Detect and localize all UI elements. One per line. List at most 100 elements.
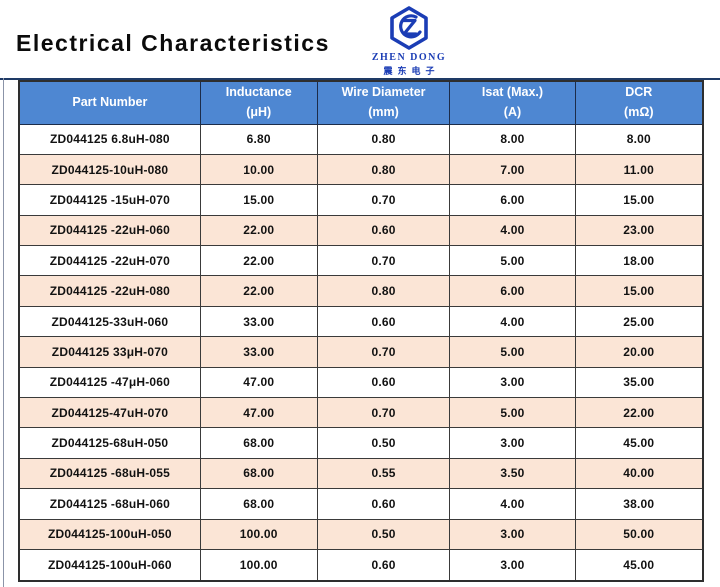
value-cell: 33.00 xyxy=(199,305,318,338)
value-cell: 3.00 xyxy=(449,518,576,550)
part-number-cell: ZD044125-68uH-050 xyxy=(18,427,201,459)
value-cell: 0.60 xyxy=(316,305,451,338)
part-number-cell: ZD044125 33μH-070 xyxy=(18,336,201,368)
value-cell: 4.00 xyxy=(449,488,576,520)
value-cell: 0.60 xyxy=(316,366,451,399)
value-cell: 15.00 xyxy=(199,184,318,216)
value-cell: 0.80 xyxy=(316,153,451,186)
part-number-cell: ZD044125 -68uH-055 xyxy=(18,457,201,490)
column-header-4: DCR (mΩ) xyxy=(574,80,704,125)
table-row: ZD044125-100uH-050 100.00 0.50 3.00 50.00 xyxy=(18,518,704,550)
table-row: ZD044125 -22uH-070 22.00 0.70 5.00 18.00 xyxy=(18,245,704,277)
value-cell: 6.80 xyxy=(199,123,318,155)
value-cell: 3.50 xyxy=(449,457,576,490)
value-cell: 11.00 xyxy=(574,153,704,186)
value-cell: 23.00 xyxy=(574,214,704,247)
value-cell: 22.00 xyxy=(199,275,318,307)
value-cell: 0.70 xyxy=(316,336,451,368)
value-cell: 15.00 xyxy=(574,184,704,216)
value-cell: 0.80 xyxy=(316,123,451,155)
table-row: ZD044125 6.8uH-080 6.80 0.80 8.00 8.00 xyxy=(18,123,704,155)
value-cell: 4.00 xyxy=(449,214,576,247)
value-cell: 0.70 xyxy=(316,245,451,277)
table-row: ZD044125 -68uH-055 68.00 0.55 3.50 40.00 xyxy=(18,457,704,490)
value-cell: 68.00 xyxy=(199,427,318,459)
table-row: ZD044125-100uH-060 100.00 0.60 3.00 45.00 xyxy=(18,548,704,582)
value-cell: 0.60 xyxy=(316,548,451,582)
table-row: ZD044125-47uH-070 47.00 0.70 5.00 22.00 xyxy=(18,397,704,429)
part-number-cell: ZD044125-100uH-050 xyxy=(18,518,201,550)
column-header-2: Wire Diameter (mm) xyxy=(316,80,451,125)
top-horizontal-rule xyxy=(0,78,720,80)
value-cell: 10.00 xyxy=(199,153,318,186)
value-cell: 100.00 xyxy=(199,518,318,550)
value-cell: 15.00 xyxy=(574,275,704,307)
part-number-cell: ZD044125 -22uH-080 xyxy=(18,275,201,307)
value-cell: 68.00 xyxy=(199,457,318,490)
value-cell: 38.00 xyxy=(574,488,704,520)
table-header-row: Part Number Inductance (μH) Wire Diameter (m… xyxy=(18,80,704,125)
value-cell: 3.00 xyxy=(449,427,576,459)
part-number-cell: ZD044125 -22uH-060 xyxy=(18,214,201,247)
table-row: ZD044125 -22uH-080 22.00 0.80 6.00 15.00 xyxy=(18,275,704,307)
table-row: ZD044125 33μH-070 33.00 0.70 5.00 20.00 xyxy=(18,336,704,368)
value-cell: 0.70 xyxy=(316,184,451,216)
brand-logo: ZHEN DONG 震东电子 xyxy=(368,6,450,77)
table-row: ZD044125 -68uH-060 68.00 0.60 4.00 38.00 xyxy=(18,488,704,520)
part-number-cell: ZD044125-100uH-060 xyxy=(18,548,201,582)
part-number-cell: ZD044125 -47μH-060 xyxy=(18,366,201,399)
value-cell: 0.70 xyxy=(316,397,451,429)
value-cell: 7.00 xyxy=(449,153,576,186)
value-cell: 3.00 xyxy=(449,366,576,399)
value-cell: 5.00 xyxy=(449,397,576,429)
brand-name-cn: 震东电子 xyxy=(383,66,440,76)
brand-logo-icon xyxy=(390,6,428,50)
value-cell: 20.00 xyxy=(574,336,704,368)
electrical-characteristics-table: Part Number Inductance (μH) Wire Diameter (m… xyxy=(18,80,704,582)
value-cell: 0.50 xyxy=(316,427,451,459)
value-cell: 3.00 xyxy=(449,548,576,582)
value-cell: 8.00 xyxy=(449,123,576,155)
value-cell: 0.60 xyxy=(316,214,451,247)
part-number-cell: ZD044125 -15uH-070 xyxy=(18,184,201,216)
table-row: ZD044125 -22uH-060 22.00 0.60 4.00 23.00 xyxy=(18,214,704,247)
value-cell: 35.00 xyxy=(574,366,704,399)
value-cell: 6.00 xyxy=(449,275,576,307)
value-cell: 5.00 xyxy=(449,245,576,277)
table-row: ZD044125-68uH-050 68.00 0.50 3.00 45.00 xyxy=(18,427,704,459)
value-cell: 0.50 xyxy=(316,518,451,550)
part-number-cell: ZD044125 -22uH-070 xyxy=(18,245,201,277)
value-cell: 18.00 xyxy=(574,245,704,277)
value-cell: 22.00 xyxy=(199,245,318,277)
column-header-3: Isat (Max.) (A) xyxy=(449,80,576,125)
value-cell: 0.60 xyxy=(316,488,451,520)
value-cell: 25.00 xyxy=(574,305,704,338)
part-number-cell: ZD044125-47uH-070 xyxy=(18,397,201,429)
page-header: Electrical Characteristics ZHEN DONG 震东电… xyxy=(0,0,720,78)
value-cell: 0.55 xyxy=(316,457,451,490)
value-cell: 45.00 xyxy=(574,427,704,459)
column-header-0: Part Number xyxy=(18,80,201,125)
value-cell: 6.00 xyxy=(449,184,576,216)
value-cell: 47.00 xyxy=(199,397,318,429)
part-number-cell: ZD044125 6.8uH-080 xyxy=(18,123,201,155)
value-cell: 100.00 xyxy=(199,548,318,582)
page-title: Electrical Characteristics xyxy=(16,30,330,56)
value-cell: 68.00 xyxy=(199,488,318,520)
part-number-cell: ZD044125-10uH-080 xyxy=(18,153,201,186)
value-cell: 22.00 xyxy=(574,397,704,429)
value-cell: 40.00 xyxy=(574,457,704,490)
table-row: ZD044125-33uH-060 33.00 0.60 4.00 25.00 xyxy=(18,305,704,338)
value-cell: 8.00 xyxy=(574,123,704,155)
value-cell: 5.00 xyxy=(449,336,576,368)
part-number-cell: ZD044125-33uH-060 xyxy=(18,305,201,338)
value-cell: 33.00 xyxy=(199,336,318,368)
table-row: ZD044125 -15uH-070 15.00 0.70 6.00 15.00 xyxy=(18,184,704,216)
value-cell: 22.00 xyxy=(199,214,318,247)
part-number-cell: ZD044125 -68uH-060 xyxy=(18,488,201,520)
brand-name: ZHEN DONG xyxy=(371,52,447,63)
column-header-1: Inductance (μH) xyxy=(199,80,318,125)
value-cell: 0.80 xyxy=(316,275,451,307)
table-row: ZD044125-10uH-080 10.00 0.80 7.00 11.00 xyxy=(18,153,704,186)
